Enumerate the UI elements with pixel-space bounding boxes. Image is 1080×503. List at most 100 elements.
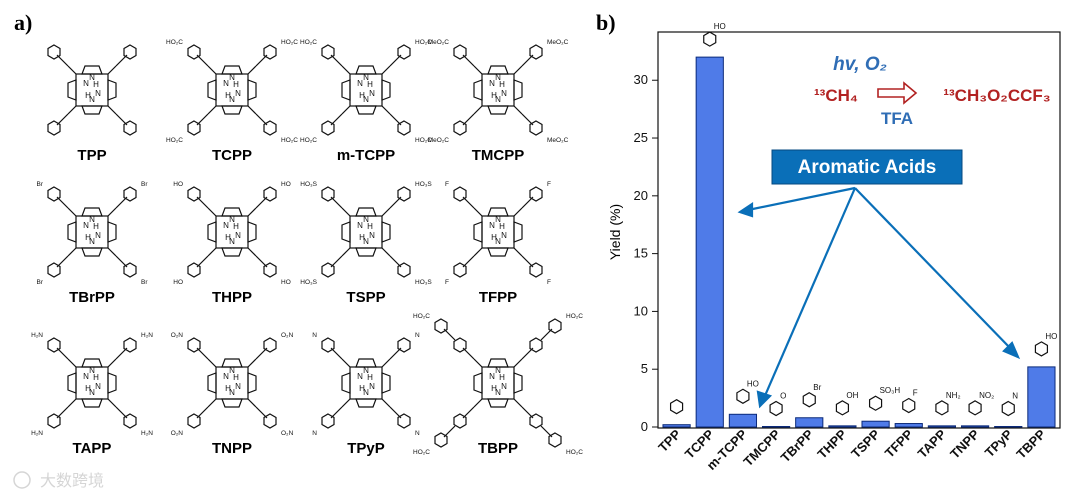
core-atom: N <box>223 79 229 88</box>
substituent-label: HO₂C <box>413 313 430 320</box>
core-atom: N <box>501 231 507 240</box>
core-atom: H <box>359 233 365 242</box>
molecule-name: TBrPP <box>69 289 115 306</box>
bar-tbpp <box>1027 366 1056 428</box>
x-tick-label: TFPP <box>882 426 916 460</box>
substituent-label: HO <box>281 181 291 188</box>
bar-motif-thpp <box>835 400 850 416</box>
core-atom: H <box>491 384 497 393</box>
core-atom: H <box>359 91 365 100</box>
core-atom: N <box>235 89 241 98</box>
yield-bar-chart: Yield (%) 0 5 10 15 20 25 30 HO HO O Br OH SO₃H F NH₂… <box>607 22 1061 473</box>
bar-motif-tcpp <box>703 31 717 47</box>
y-tick-label: 10 <box>634 303 648 318</box>
substituent-label: H₂N <box>141 332 153 339</box>
substituent-label: HO₂C <box>281 39 298 46</box>
core-atom: H <box>93 80 99 89</box>
molecule-name: THPP <box>212 289 252 306</box>
bar-m-tcpp <box>728 413 758 428</box>
core-atom: N <box>495 388 501 397</box>
substituent-label: MeO₂C <box>547 137 569 144</box>
substituent-label: F <box>547 279 551 286</box>
core-atom: H <box>225 91 231 100</box>
bar-motif-tpp <box>669 399 684 415</box>
core-atom: H <box>499 222 505 231</box>
aromatic-acids-callout: Aromatic Acids <box>737 149 1021 409</box>
core-atom: N <box>363 95 369 104</box>
core-atom: N <box>357 372 363 381</box>
core-atom: N <box>501 89 507 98</box>
core-atom: N <box>489 221 495 230</box>
core-atom: N <box>495 73 501 82</box>
x-tick-label: TAPP <box>915 426 950 461</box>
core-atom: N <box>363 366 369 375</box>
core-atom: N <box>235 231 241 240</box>
substituent-label: HO₂C <box>166 137 183 144</box>
molecule-name: TNPP <box>212 440 252 457</box>
substituent-label: O₂N <box>281 332 294 339</box>
core-atom: H <box>359 384 365 393</box>
core-atom: N <box>363 388 369 397</box>
substituent-label: N <box>312 430 317 437</box>
watermark: 大数跨境 <box>13 471 104 490</box>
callout-text: Aromatic Acids <box>798 157 937 178</box>
molecule-name: TPP <box>77 147 106 164</box>
core-atom: N <box>223 372 229 381</box>
core-atom: H <box>225 233 231 242</box>
bar-thpp <box>828 425 857 428</box>
core-atom: N <box>83 79 89 88</box>
core-atom: N <box>495 95 501 104</box>
callout-box <box>771 149 963 185</box>
substituent-label: F <box>445 279 449 286</box>
core-atom: N <box>369 382 375 391</box>
x-tick-label: TBPP <box>1013 426 1048 461</box>
bar-motif-tpyp <box>1001 400 1015 417</box>
core-atom: H <box>499 373 505 382</box>
substituent-label: HO₂C <box>566 313 583 320</box>
reaction-arrow <box>877 81 918 105</box>
substituent-label: HO₂C <box>166 39 183 46</box>
core-atom: H <box>233 373 239 382</box>
substituent-label: HO₃S <box>415 181 432 188</box>
reactant: ¹³CH₄ <box>814 86 858 105</box>
core-atom: H <box>491 233 497 242</box>
bars: HO HO O Br OH SO₃H F NH₂ NO₂ N HO <box>662 22 1057 428</box>
reaction-conditions: hv, O₂ <box>833 54 887 75</box>
substituent-label: MeO₂C <box>428 39 450 46</box>
substituent-label: HO₂C <box>415 39 432 46</box>
bar-motif-label: N <box>1012 392 1018 401</box>
core-atom: H <box>491 91 497 100</box>
substituent-label: HO₂C <box>281 137 298 144</box>
core-atom: N <box>229 366 235 375</box>
y-axis-label: Yield (%) <box>607 204 623 260</box>
core-atom: N <box>495 366 501 375</box>
bar-motif-tbpp <box>1034 341 1049 357</box>
plot-frame <box>657 31 1061 429</box>
core-atom: N <box>357 221 363 230</box>
y-tick-label: 30 <box>634 72 648 87</box>
substituent-label: F <box>445 181 449 188</box>
molecule-name: TFPP <box>479 289 517 306</box>
product: ¹³CH₃O₂CCF₃ <box>943 86 1050 105</box>
substituent-label: N <box>415 430 420 437</box>
substituent-label: Br <box>37 279 44 286</box>
substituent-label: H₂N <box>141 430 153 437</box>
x-tick-label: TMCPP <box>740 426 783 469</box>
substituent-label: HO₂C <box>300 39 317 46</box>
core-atom: N <box>363 237 369 246</box>
substituent-label: HO <box>281 279 291 286</box>
core-atom: H <box>85 91 91 100</box>
bar-motif-label: HO <box>1045 332 1057 341</box>
core-atom: H <box>499 80 505 89</box>
substituent-label: N <box>312 332 317 339</box>
x-tick-label: THPP <box>814 426 849 461</box>
watermark-text: 大数跨境 <box>40 471 104 490</box>
x-tick-label: TPP <box>655 426 684 455</box>
core-atom: N <box>363 215 369 224</box>
reaction-scheme: hv, O₂ ¹³CH₄ ¹³CH₃O₂CCF₃ TFA <box>814 54 1051 128</box>
